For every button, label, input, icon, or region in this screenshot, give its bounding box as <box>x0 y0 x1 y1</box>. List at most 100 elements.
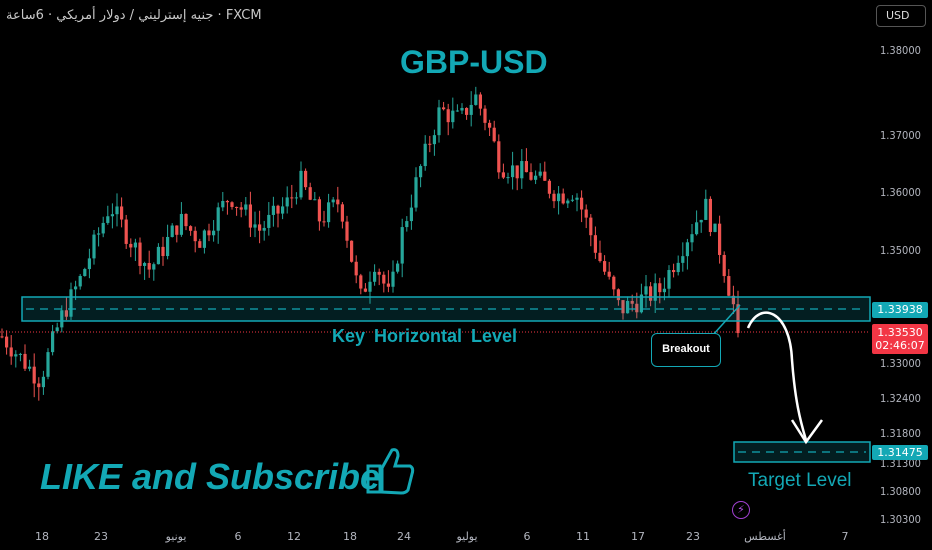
date-tick: 12 <box>287 530 301 543</box>
candle <box>722 254 726 277</box>
target-level-label: Target Level <box>748 470 852 491</box>
candle <box>317 199 321 222</box>
candle <box>511 165 515 178</box>
price-tick: 1.31800 <box>880 427 921 440</box>
candle <box>451 110 455 123</box>
candle <box>382 274 386 284</box>
candle <box>276 205 280 214</box>
flash-icon[interactable]: ⚡ <box>732 501 750 519</box>
candle <box>377 271 381 275</box>
candle <box>124 219 128 244</box>
candle <box>455 110 459 112</box>
candle <box>478 94 482 109</box>
candle <box>672 270 676 273</box>
candle <box>9 347 13 357</box>
candle <box>101 222 105 234</box>
candle <box>391 271 395 287</box>
candle <box>248 204 252 228</box>
candle <box>396 263 400 272</box>
candle <box>55 327 59 332</box>
candle <box>340 204 344 222</box>
candle <box>299 170 303 198</box>
candle <box>506 177 510 179</box>
candle <box>92 234 96 259</box>
price-tick: 1.30300 <box>880 513 921 526</box>
candle <box>727 276 731 296</box>
key-level-label: Key Horizontal Level <box>332 326 518 346</box>
candle <box>423 143 427 167</box>
price-tick: 1.30800 <box>880 485 921 498</box>
target-price-label: 1.31475 <box>872 445 928 460</box>
candle <box>469 104 473 115</box>
candle <box>120 206 124 220</box>
candle <box>662 288 666 293</box>
candle <box>161 246 165 257</box>
candle <box>202 230 206 248</box>
candle <box>51 331 55 353</box>
candle <box>704 198 708 220</box>
like-subscribe-text: LIKE and Subscribe <box>40 456 381 497</box>
candle <box>345 221 349 241</box>
candle <box>667 270 671 289</box>
candle <box>106 216 110 223</box>
candle <box>492 127 496 142</box>
candle <box>538 171 542 176</box>
candle <box>271 205 275 215</box>
candle <box>708 198 712 232</box>
candle <box>179 213 183 235</box>
candle <box>129 243 133 248</box>
price-tick: 1.33000 <box>880 357 921 370</box>
date-tick: 17 <box>631 530 645 543</box>
candle <box>198 241 202 248</box>
candle <box>327 202 331 223</box>
candle <box>244 204 248 210</box>
candle <box>575 197 579 200</box>
candle <box>603 261 607 272</box>
candle <box>409 207 413 222</box>
candle <box>308 187 312 200</box>
candle <box>373 271 377 282</box>
candle <box>561 193 565 204</box>
candle <box>225 201 229 203</box>
candle <box>322 221 326 223</box>
candle <box>584 209 588 218</box>
candle <box>497 141 501 173</box>
candle <box>593 235 597 253</box>
candle <box>336 199 340 205</box>
date-tick: 23 <box>94 530 108 543</box>
candle <box>570 199 574 201</box>
candle <box>354 261 358 276</box>
currency-button[interactable]: USD <box>876 5 926 27</box>
candle <box>368 281 372 292</box>
candle <box>69 289 73 317</box>
candle <box>419 166 423 178</box>
candle <box>64 310 68 317</box>
candle <box>331 199 335 203</box>
candle <box>713 223 717 232</box>
candle <box>616 289 620 301</box>
price-tick: 1.32400 <box>880 392 921 405</box>
candle <box>152 264 156 270</box>
candle <box>147 263 151 270</box>
date-tick: 7 <box>841 530 849 543</box>
candle <box>649 286 653 301</box>
candle <box>18 353 22 355</box>
date-tick: 24 <box>397 530 411 543</box>
date-tick: 11 <box>576 530 590 543</box>
candle <box>644 286 648 295</box>
candle <box>589 217 593 236</box>
candle <box>313 199 317 201</box>
candle <box>193 230 197 242</box>
candle <box>281 206 285 214</box>
candle <box>285 197 289 207</box>
candle <box>184 213 188 227</box>
price-tick: 1.38000 <box>880 44 921 57</box>
candle <box>359 275 363 289</box>
date-tick: أغسطس <box>744 530 786 543</box>
candle <box>685 242 689 257</box>
candle <box>488 122 492 128</box>
candle <box>235 206 239 208</box>
key-level-price-label: 1.33938 <box>872 302 928 318</box>
price-tick: 1.37000 <box>880 129 921 142</box>
